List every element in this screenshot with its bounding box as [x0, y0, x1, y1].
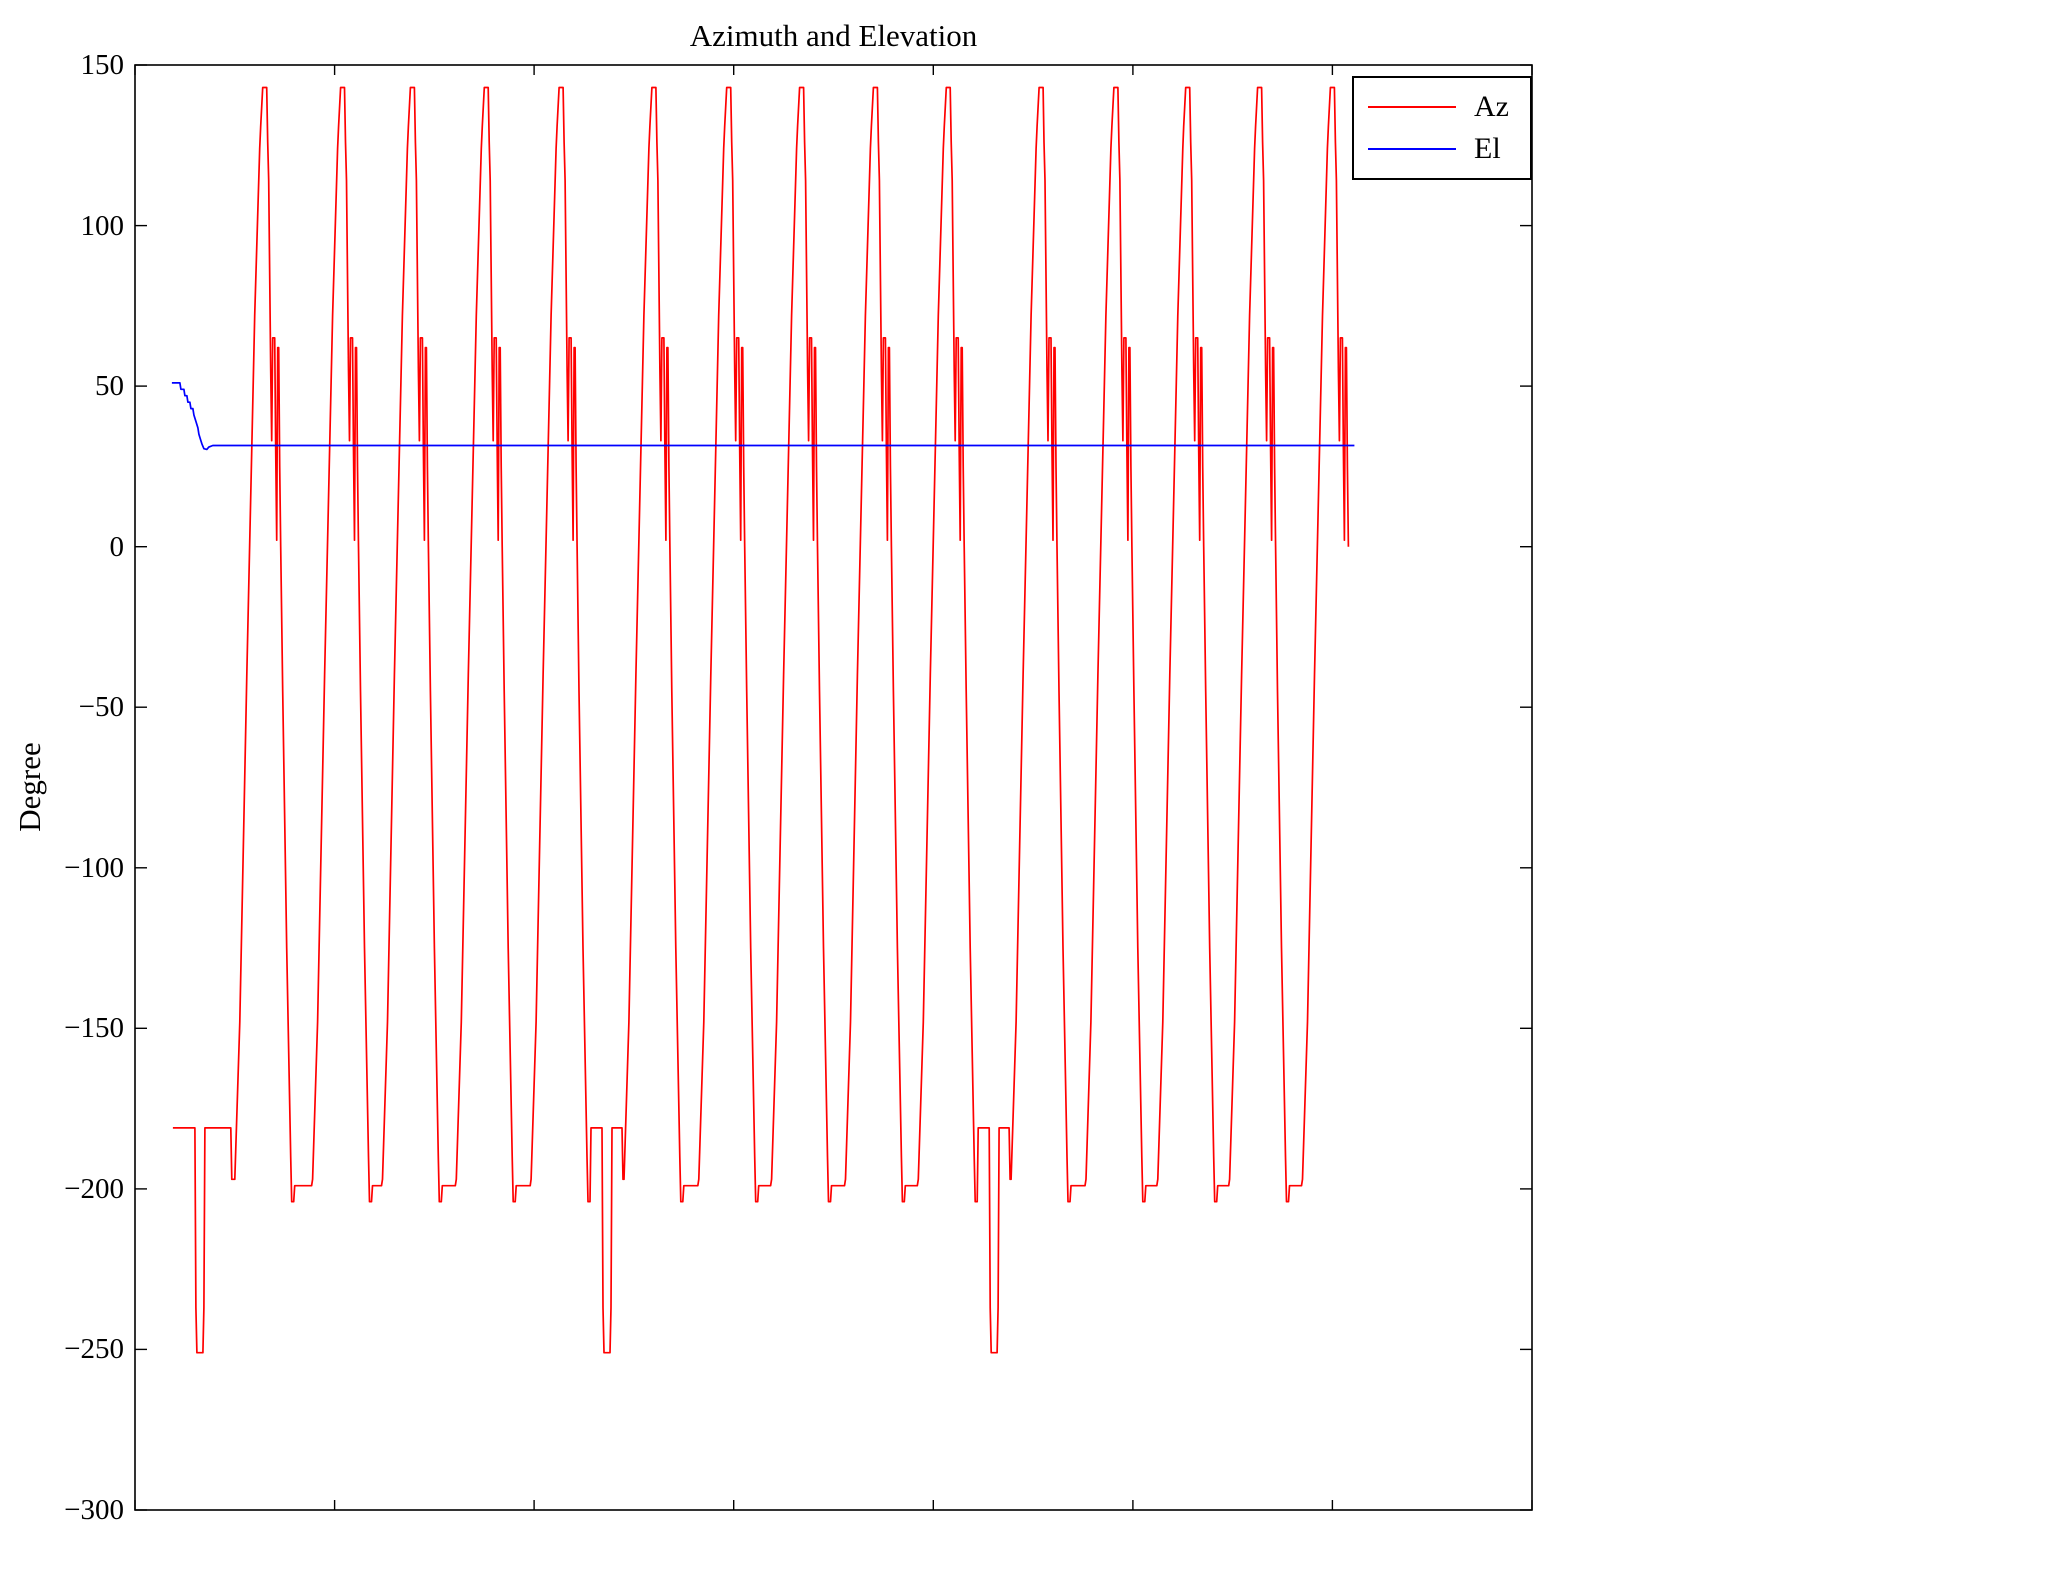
el-line: [171, 382, 1355, 451]
y-tick-label: −200: [64, 1172, 124, 1205]
y-tick-label: −50: [78, 691, 124, 724]
chart-title: Azimuth and Elevation: [689, 18, 978, 53]
legend-label: El: [1474, 132, 1501, 165]
y-tick-label: 50: [95, 370, 124, 403]
legend-label: Az: [1474, 90, 1509, 123]
legend-entry: El: [1354, 128, 1530, 170]
y-axis-title: Degree: [12, 742, 47, 832]
az-legend-line: [1368, 106, 1456, 108]
az-line: [172, 86, 1350, 1354]
y-tick-label: −250: [64, 1333, 124, 1366]
legend-entry: Az: [1354, 86, 1530, 128]
y-tick-label: −100: [64, 851, 124, 884]
y-tick-label: −300: [64, 1494, 124, 1526]
legend: Az El: [1352, 76, 1532, 180]
y-tick-label: 0: [109, 530, 125, 563]
y-tick-label: −150: [64, 1012, 124, 1045]
axes-frame: [134, 64, 1533, 1511]
y-tick-label: 150: [80, 49, 125, 81]
y-tick-label: 100: [80, 209, 125, 242]
el-legend-line: [1368, 148, 1456, 150]
